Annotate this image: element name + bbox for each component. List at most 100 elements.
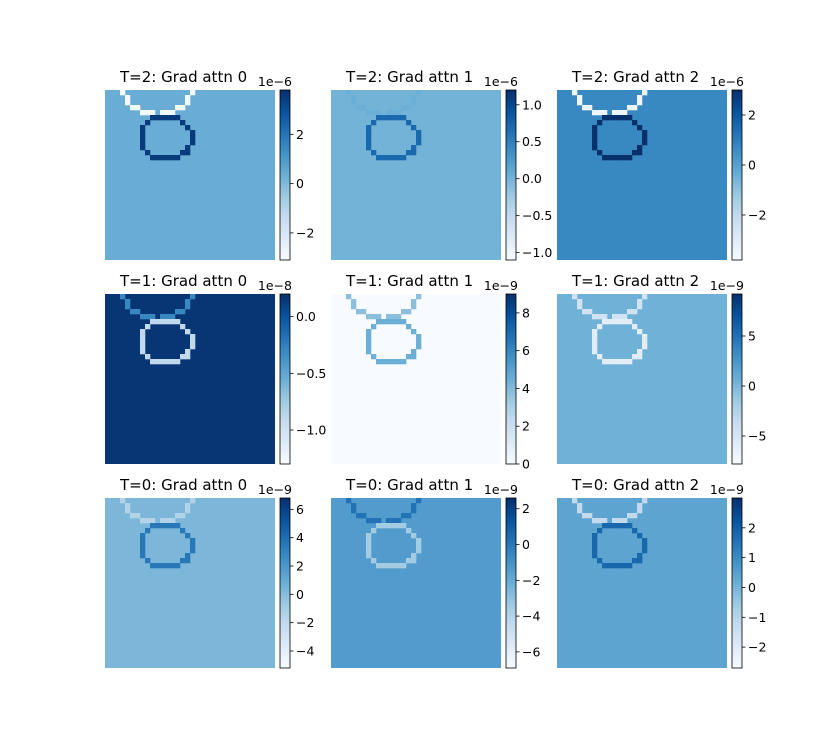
colorbar-tick-label: 6 [296,502,304,517]
heatmap-cell [411,145,417,151]
heatmap-cell [572,294,578,300]
heatmap-cell [376,518,382,524]
heatmap-cell [612,314,618,320]
heatmap-cell [637,503,643,509]
heatmap-cell [185,145,191,151]
colorbar-tick-label: −1 [748,610,766,625]
heatmap-cell [642,339,648,345]
heatmap-cell [386,115,392,121]
heatmap-cell [637,533,643,539]
heatmap-cell [165,563,171,569]
heatmap-cell [165,110,171,116]
heatmap-cell [416,538,422,544]
heatmap-cell [632,354,638,360]
heatmap-cell [150,563,156,569]
heatmap-cell [140,548,146,554]
heatmap-cell [637,145,643,151]
heatmap-cell [406,120,412,126]
heatmap-cell [396,110,402,116]
heatmap-cell [637,150,643,156]
heatmap-cell [180,354,186,360]
heatmap-cell [150,155,156,161]
subplot-2: T=2: Grad attn 2 −2 0 2 1e−6 [557,68,766,261]
colorbar-tick-label: 0 [522,457,530,472]
heatmap-cell [612,155,618,161]
heatmap-cell [185,354,191,360]
heatmap-cell [577,304,583,310]
heatmap-cell [607,523,613,529]
heatmap-cell [642,538,648,544]
heatmap-cell [140,339,146,345]
heatmap-cell [376,359,382,365]
heatmap-cell [361,513,367,519]
heatmap-cell [391,314,397,320]
heatmap-cell [582,105,588,111]
colorbar-tick-label: 0 [296,176,304,191]
heatmap-cell [416,130,422,136]
heatmap-cell [371,150,377,156]
subplot-4: T=1: Grad attn 1 0 2 4 6 8 1e−9 [331,272,530,472]
heatmap-cell [627,105,633,111]
heatmap-background [557,294,727,464]
heatmap-cell [190,334,196,340]
heatmap-cell [627,359,633,365]
heatmap-cell [130,105,136,111]
heatmap-cell [160,314,166,320]
heatmap-cell [190,543,196,549]
heatmap-cell [627,319,633,325]
heatmap-cell [411,150,417,156]
heatmap-cell [190,548,196,554]
heatmap-cell [356,105,362,111]
colorbar-tick-label: −2 [296,225,314,240]
heatmap-cell [632,528,638,534]
heatmap-cell [185,150,191,156]
heatmap-cell [632,513,638,519]
colorbar-tick-label: 2 [522,419,530,434]
heatmap-cell [366,329,372,335]
heatmap-cell [642,344,648,350]
colorbar-tick-label: 6 [522,343,530,358]
heatmap-cell [411,508,417,514]
subplot-title: T=2: Grad attn 0 [119,68,247,86]
subplot-title: T=1: Grad attn 0 [119,272,247,290]
heatmap-cell [160,523,166,529]
heatmap-cell [140,518,146,524]
heatmap-cell [366,344,372,350]
colorbar [731,89,743,261]
heatmap-cell [371,120,377,126]
colorbar-scale-label: 1e−9 [710,278,744,293]
heatmap-cell [617,155,623,161]
heatmap-cell [180,528,186,534]
colorbar [279,89,291,261]
heatmap-cell [411,100,417,106]
heatmap-background [557,498,727,668]
heatmap-cell [642,334,648,340]
heatmap-cell [386,563,392,569]
colorbar [731,293,743,465]
heatmap-cell [416,135,422,141]
colorbar-tick-label: 0.0 [522,171,542,186]
heatmap-cell [406,309,412,315]
heatmap-cell [175,523,181,529]
heatmap-cell [190,339,196,345]
heatmap-cell [346,294,352,300]
heatmap-cell [160,359,166,365]
heatmap-cell [642,294,648,300]
heatmap-cell [125,100,131,106]
heatmap-cell [190,344,196,350]
heatmap-cell [602,115,608,121]
heatmap-cell [411,329,417,335]
heatmap-cell [396,314,402,320]
heatmap-cell [140,140,146,146]
heatmap-cell [622,523,628,529]
colorbar [279,293,291,465]
heatmap-cell [597,528,603,534]
heatmap-cell [150,359,156,365]
heatmap-cell [140,538,146,544]
heatmap-cell [175,105,181,111]
heatmap-cell [391,518,397,524]
colorbar-tick-label: 4 [296,530,304,545]
heatmap-cell [185,95,191,101]
heatmap-cell [381,523,387,529]
heatmap-cell [597,354,603,360]
